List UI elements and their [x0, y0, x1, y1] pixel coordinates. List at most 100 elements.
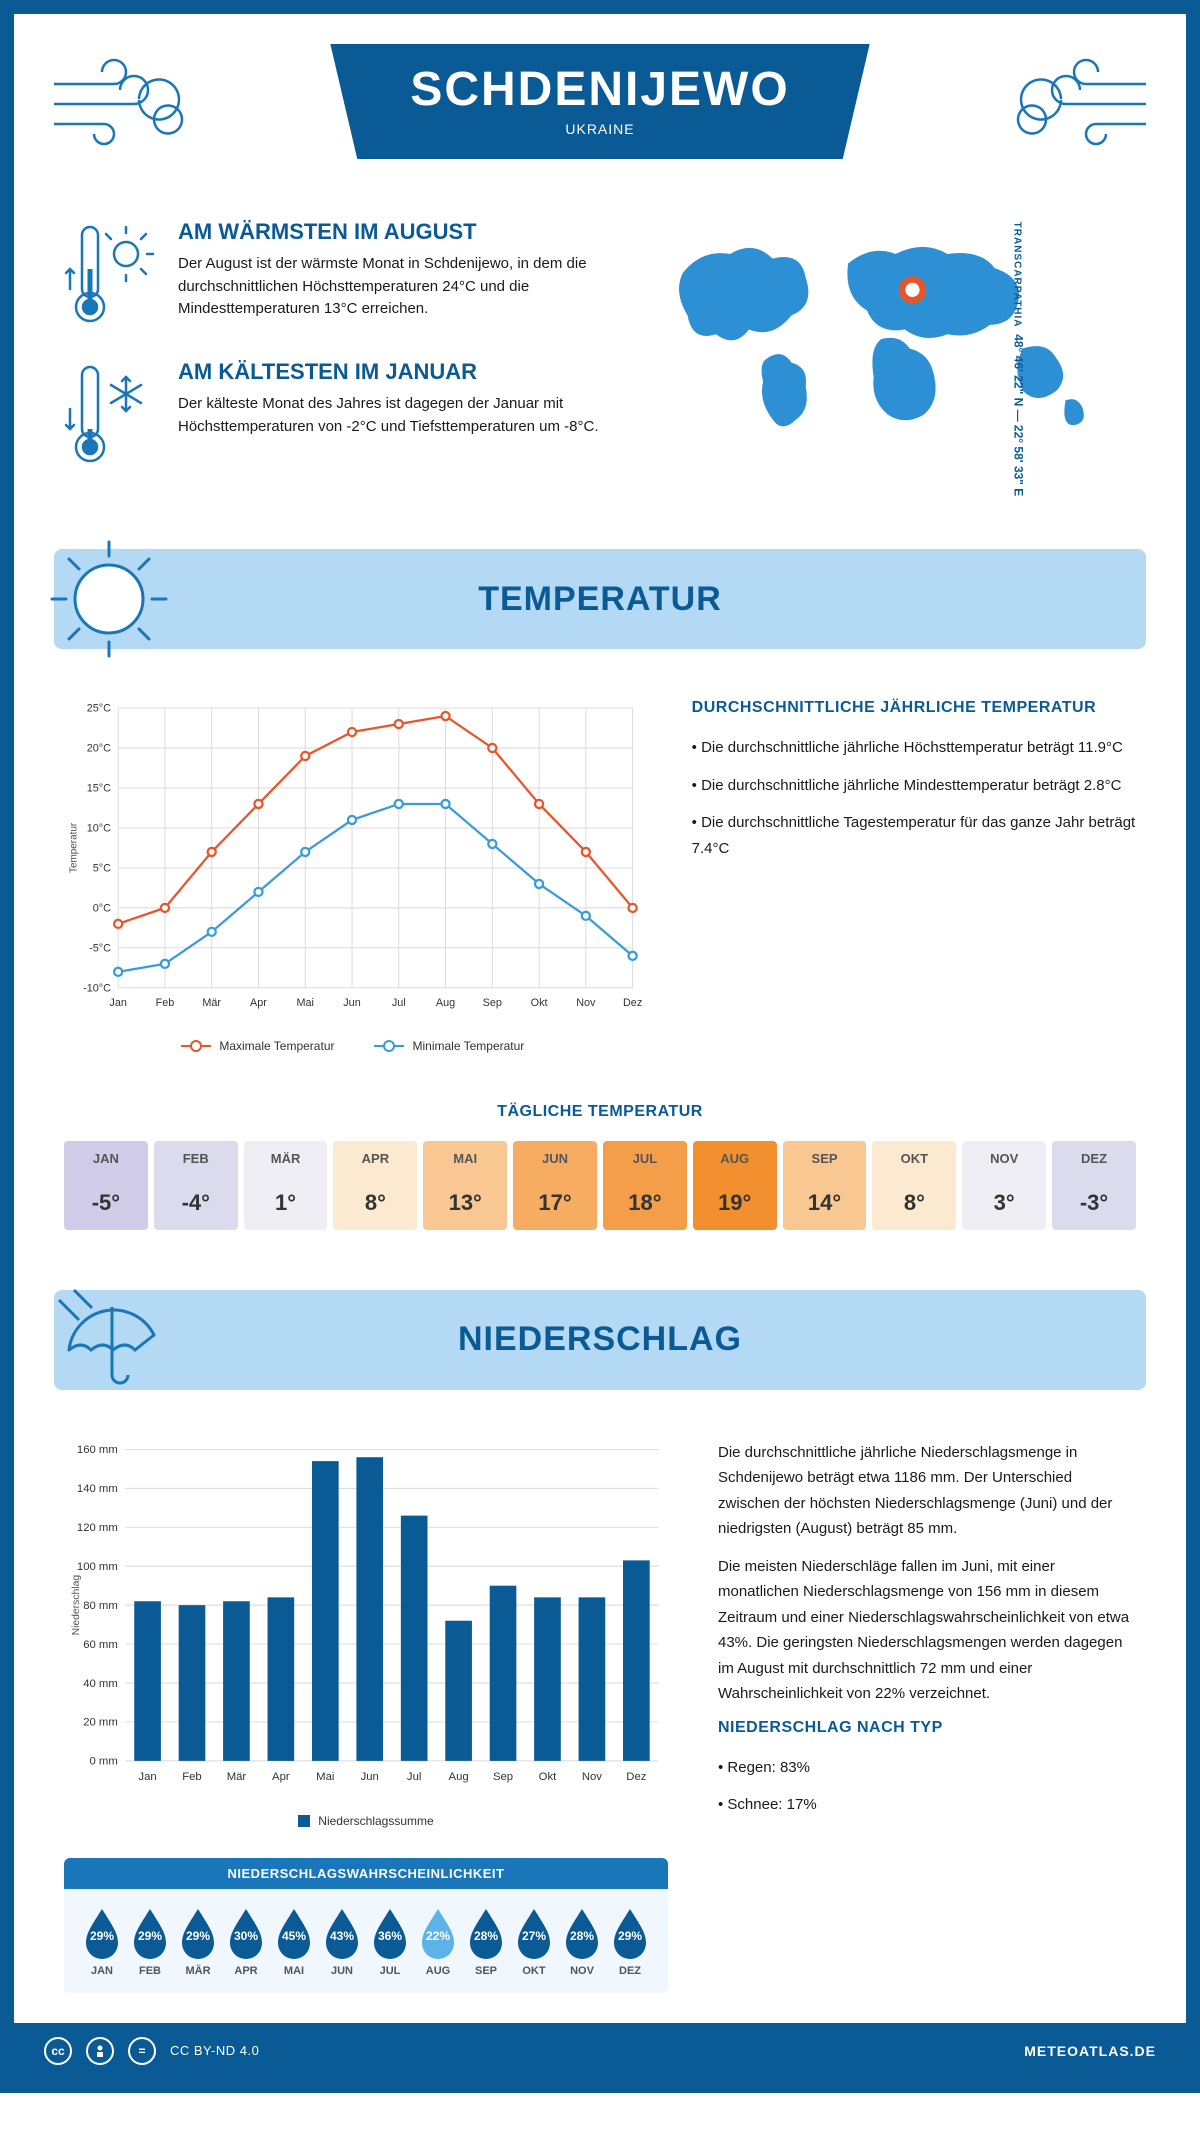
- nd-icon: =: [128, 2037, 156, 2065]
- title-banner: SCHDENIJEWO UKRAINE: [330, 44, 869, 159]
- temperature-chart: -10°C-5°C0°C5°C10°C15°C20°C25°CJanFebMär…: [64, 699, 642, 1053]
- svg-text:Nov: Nov: [582, 1771, 602, 1783]
- svg-text:Dez: Dez: [626, 1771, 646, 1783]
- temp-cell: APR8°: [333, 1141, 417, 1230]
- raindrop-icon: 29%: [608, 1905, 652, 1959]
- temp-cell: MÄR1°: [244, 1141, 328, 1230]
- warmest-summary: AM WÄRMSTEN IM AUGUST Der August ist der…: [64, 219, 605, 329]
- svg-text:Apr: Apr: [272, 1771, 290, 1783]
- svg-text:15°C: 15°C: [87, 783, 111, 795]
- svg-text:Mär: Mär: [202, 997, 221, 1009]
- svg-text:0°C: 0°C: [93, 902, 111, 914]
- coldest-title: AM KÄLTESTEN IM JANUAR: [178, 359, 605, 385]
- temp-cell: JUN17°: [513, 1141, 597, 1230]
- temp-cell: JUL18°: [603, 1141, 687, 1230]
- warmest-title: AM WÄRMSTEN IM AUGUST: [178, 219, 605, 245]
- probability-cell: 29%MÄR: [176, 1905, 220, 1977]
- svg-text:160 mm: 160 mm: [77, 1444, 118, 1456]
- sun-icon: [44, 534, 174, 664]
- temperature-section-header: TEMPERATUR: [54, 549, 1146, 649]
- warmest-text: Der August ist der wärmste Monat in Schd…: [178, 253, 605, 321]
- raindrop-icon: 29%: [80, 1905, 124, 1959]
- svg-text:120 mm: 120 mm: [77, 1522, 118, 1534]
- probability-cell: 29%JAN: [80, 1905, 124, 1977]
- svg-text:140 mm: 140 mm: [77, 1483, 118, 1495]
- svg-text:-5°C: -5°C: [89, 942, 111, 954]
- temp-cell: FEB-4°: [154, 1141, 238, 1230]
- probability-cell: 29%FEB: [128, 1905, 172, 1977]
- svg-text:Feb: Feb: [182, 1771, 201, 1783]
- svg-text:Mai: Mai: [316, 1771, 334, 1783]
- cc-icon: cc: [44, 2037, 72, 2065]
- svg-text:Feb: Feb: [156, 997, 175, 1009]
- raindrop-icon: 36%: [368, 1905, 412, 1959]
- temp-cell: SEP14°: [783, 1141, 867, 1230]
- svg-text:-10°C: -10°C: [83, 982, 111, 994]
- brand-text: METEOATLAS.DE: [1024, 2043, 1156, 2059]
- header: SCHDENIJEWO UKRAINE: [14, 14, 1186, 179]
- precipitation-probability: NIEDERSCHLAGSWAHRSCHEINLICHKEIT 29%JAN29…: [64, 1858, 668, 1993]
- svg-text:5°C: 5°C: [93, 863, 111, 875]
- temp-cell: MAI13°: [423, 1141, 507, 1230]
- svg-text:Nov: Nov: [576, 997, 596, 1009]
- svg-text:Jun: Jun: [343, 997, 360, 1009]
- svg-text:Okt: Okt: [531, 997, 548, 1009]
- temperature-summary-text: DURCHSCHNITTLICHE JÄHRLICHE TEMPERATUR •…: [692, 699, 1136, 1053]
- svg-text:40 mm: 40 mm: [83, 1678, 118, 1690]
- temp-cell: NOV3°: [962, 1141, 1046, 1230]
- svg-text:25°C: 25°C: [87, 703, 111, 715]
- coldest-summary: AM KÄLTESTEN IM JANUAR Der kälteste Mona…: [64, 359, 605, 469]
- probability-cell: 29%DEZ: [608, 1905, 652, 1977]
- svg-text:Jul: Jul: [407, 1771, 421, 1783]
- svg-text:Aug: Aug: [436, 997, 455, 1009]
- svg-text:Jan: Jan: [109, 997, 126, 1009]
- footer: cc = CC BY-ND 4.0 METEOATLAS.DE: [14, 2023, 1186, 2079]
- svg-text:80 mm: 80 mm: [83, 1600, 118, 1612]
- wind-icon-left: [44, 44, 184, 164]
- raindrop-icon: 27%: [512, 1905, 556, 1959]
- raindrop-icon: 28%: [560, 1905, 604, 1959]
- raindrop-icon: 45%: [272, 1905, 316, 1959]
- page-subtitle: UKRAINE: [410, 121, 789, 137]
- raindrop-icon: 43%: [320, 1905, 364, 1959]
- temp-cell: OKT8°: [872, 1141, 956, 1230]
- thermometer-cold-icon: [64, 359, 154, 469]
- precipitation-summary-text: Die durchschnittliche jährliche Niedersc…: [718, 1440, 1136, 1993]
- raindrop-icon: 29%: [176, 1905, 220, 1959]
- probability-cell: 30%APR: [224, 1905, 268, 1977]
- svg-text:20 mm: 20 mm: [83, 1717, 118, 1729]
- svg-text:Jul: Jul: [392, 997, 406, 1009]
- svg-text:Niederschlag: Niederschlag: [71, 1575, 82, 1636]
- precipitation-section-header: NIEDERSCHLAG: [54, 1290, 1146, 1390]
- svg-text:Sep: Sep: [483, 997, 502, 1009]
- raindrop-icon: 29%: [128, 1905, 172, 1959]
- svg-text:Temperatur: Temperatur: [69, 822, 80, 873]
- svg-text:Sep: Sep: [493, 1771, 513, 1783]
- precipitation-chart: 0 mm 20 mm 40 mm 60 mm 80 mm 100 mm 120 mm 140 …: [64, 1440, 668, 1828]
- svg-text:100 mm: 100 mm: [77, 1561, 118, 1573]
- svg-text:10°C: 10°C: [87, 823, 111, 835]
- svg-text:0 mm: 0 mm: [90, 1756, 118, 1768]
- probability-cell: 36%JUL: [368, 1905, 412, 1977]
- precipitation-heading: NIEDERSCHLAG: [54, 1320, 1146, 1359]
- svg-text:Apr: Apr: [250, 997, 267, 1009]
- coordinates: TRANSCARPATHIA 48° 46' 22" N — 22° 58' 3…: [1012, 222, 1026, 497]
- by-icon: [86, 2037, 114, 2065]
- raindrop-icon: 30%: [224, 1905, 268, 1959]
- raindrop-icon: 28%: [464, 1905, 508, 1959]
- svg-text:Jun: Jun: [361, 1771, 379, 1783]
- temperature-legend: .legend-item:nth-child(1) .legend-line::…: [64, 1039, 642, 1053]
- umbrella-icon: [44, 1275, 174, 1405]
- svg-text:Mai: Mai: [297, 997, 314, 1009]
- coldest-text: Der kälteste Monat des Jahres ist dagege…: [178, 393, 605, 438]
- svg-text:60 mm: 60 mm: [83, 1639, 118, 1651]
- svg-text:Okt: Okt: [539, 1771, 557, 1783]
- probability-cell: 43%JUN: [320, 1905, 364, 1977]
- temp-cell: AUG19°: [693, 1141, 777, 1230]
- page-title: SCHDENIJEWO: [410, 62, 789, 117]
- probability-cell: 45%MAI: [272, 1905, 316, 1977]
- svg-text:Mär: Mär: [227, 1771, 247, 1783]
- temperature-heading: TEMPERATUR: [54, 580, 1146, 619]
- daily-temperature-table: TÄGLICHE TEMPERATUR JAN-5°FEB-4°MÄR1°APR…: [14, 1083, 1186, 1270]
- wind-icon-right: [1016, 44, 1156, 164]
